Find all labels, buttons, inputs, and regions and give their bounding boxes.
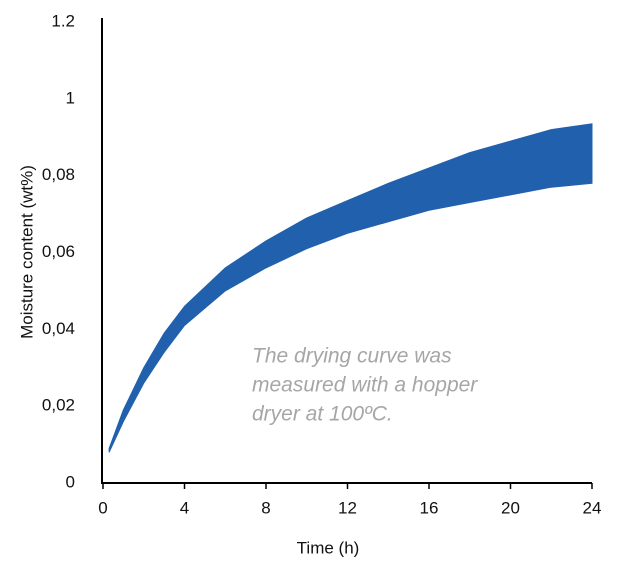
y-tick-label: 1.2 [51,11,75,30]
x-tick-label: 4 [180,498,189,517]
y-tick-label: 0,04 [42,319,75,338]
y-tick-label: 0,06 [42,242,75,261]
annotation: measured with a hopper [252,374,478,397]
x-tick-label: 16 [420,498,439,517]
x-tick-label: 8 [261,498,270,517]
band-area [108,123,593,453]
x-axis-label: Time (h) [297,538,360,557]
y-axis-label: Moisture content (wt%) [17,165,36,339]
x-tick-label: 20 [501,498,520,517]
y-tick-label: 0,08 [42,165,75,184]
x-tick-label: 24 [583,498,602,517]
annotation: dryer at 100ºC. [252,403,393,426]
x-tick-label: 0 [98,498,107,517]
y-tick-label: 0,02 [42,396,75,415]
y-tick-label: 1 [66,88,75,107]
annotation: The drying curve was [252,345,452,368]
x-tick-label: 12 [338,498,357,517]
y-tick-label: 0 [66,472,75,491]
